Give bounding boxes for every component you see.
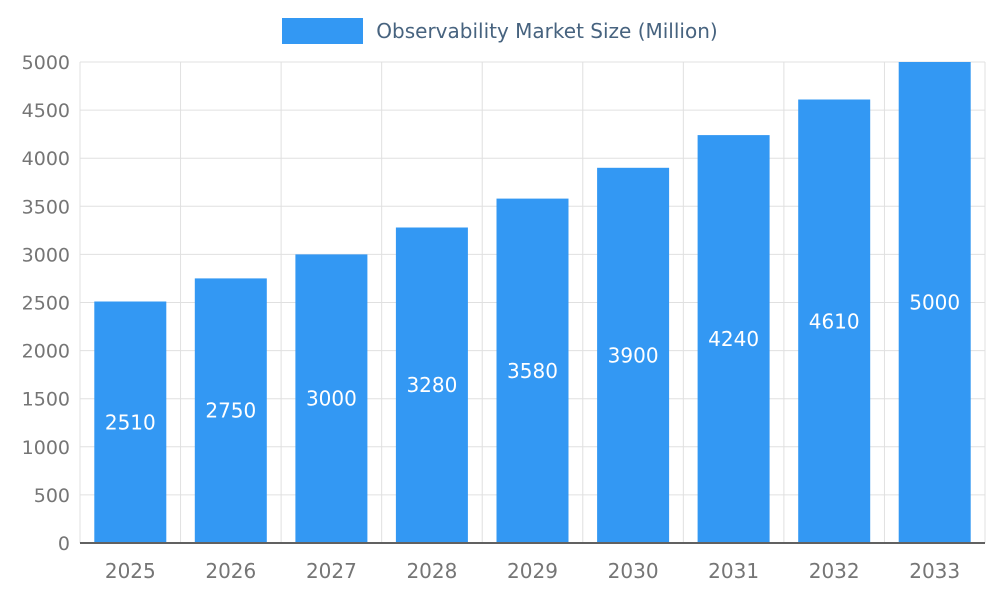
bar-2028 — [395, 227, 468, 543]
bar-value-label: 4240 — [708, 327, 759, 351]
y-tick-label: 4500 — [22, 100, 70, 122]
x-tick-label: 2027 — [306, 559, 357, 583]
chart-legend: Observability Market Size (Million) — [0, 16, 1000, 46]
bar-value-label: 3580 — [507, 359, 558, 383]
bar-value-label: 3280 — [406, 373, 457, 397]
y-tick-label: 0 — [58, 533, 70, 555]
y-tick-label: 4000 — [22, 148, 70, 170]
bar-value-label: 5000 — [909, 291, 960, 315]
bar-value-label: 3000 — [306, 387, 357, 411]
x-tick-label: 2026 — [205, 559, 256, 583]
y-axis-labels: 0 500 1000 1500 2000 2500 3000 3500 4000 4500 5000 — [22, 52, 70, 555]
bar-value-label: 2510 — [105, 410, 156, 434]
x-tick-label: 2031 — [708, 559, 759, 583]
y-tick-label: 3500 — [22, 196, 70, 218]
y-tick-label: 2000 — [22, 341, 70, 363]
bar-2032 — [798, 99, 871, 543]
x-tick-label: 2029 — [507, 559, 558, 583]
y-tick-label: 500 — [34, 485, 70, 507]
legend-label: Observability Market Size (Million) — [376, 19, 718, 43]
bar-2027 — [295, 254, 368, 543]
x-tick-label: 2033 — [909, 559, 960, 583]
x-tick-label: 2032 — [809, 559, 860, 583]
x-tick-label: 2025 — [105, 559, 156, 583]
bar-2029 — [496, 198, 569, 543]
y-tick-label: 1000 — [22, 437, 70, 459]
bar-value-label: 4610 — [809, 309, 860, 333]
bars: 2510 2750 3000 3280 3580 3900 4240 4610 5000 — [94, 62, 971, 544]
legend-swatch — [282, 18, 364, 44]
x-axis-labels: 2025 2026 2027 2028 2029 2030 2031 2032 2033 — [105, 559, 960, 583]
y-tick-label: 3000 — [22, 244, 70, 266]
bar-2030 — [597, 167, 670, 544]
y-tick-label: 1500 — [22, 389, 70, 411]
x-tick-label: 2028 — [406, 559, 457, 583]
bar-2033 — [898, 62, 971, 543]
y-tick-label: 2500 — [22, 293, 70, 315]
y-tick-label: 5000 — [22, 52, 70, 74]
bar-2025 — [94, 301, 167, 543]
bar-2026 — [194, 278, 267, 543]
bar-value-label: 2750 — [205, 399, 256, 423]
bar-value-label: 3900 — [608, 343, 659, 367]
x-tick-label: 2030 — [608, 559, 659, 583]
bar-2031 — [697, 135, 770, 543]
